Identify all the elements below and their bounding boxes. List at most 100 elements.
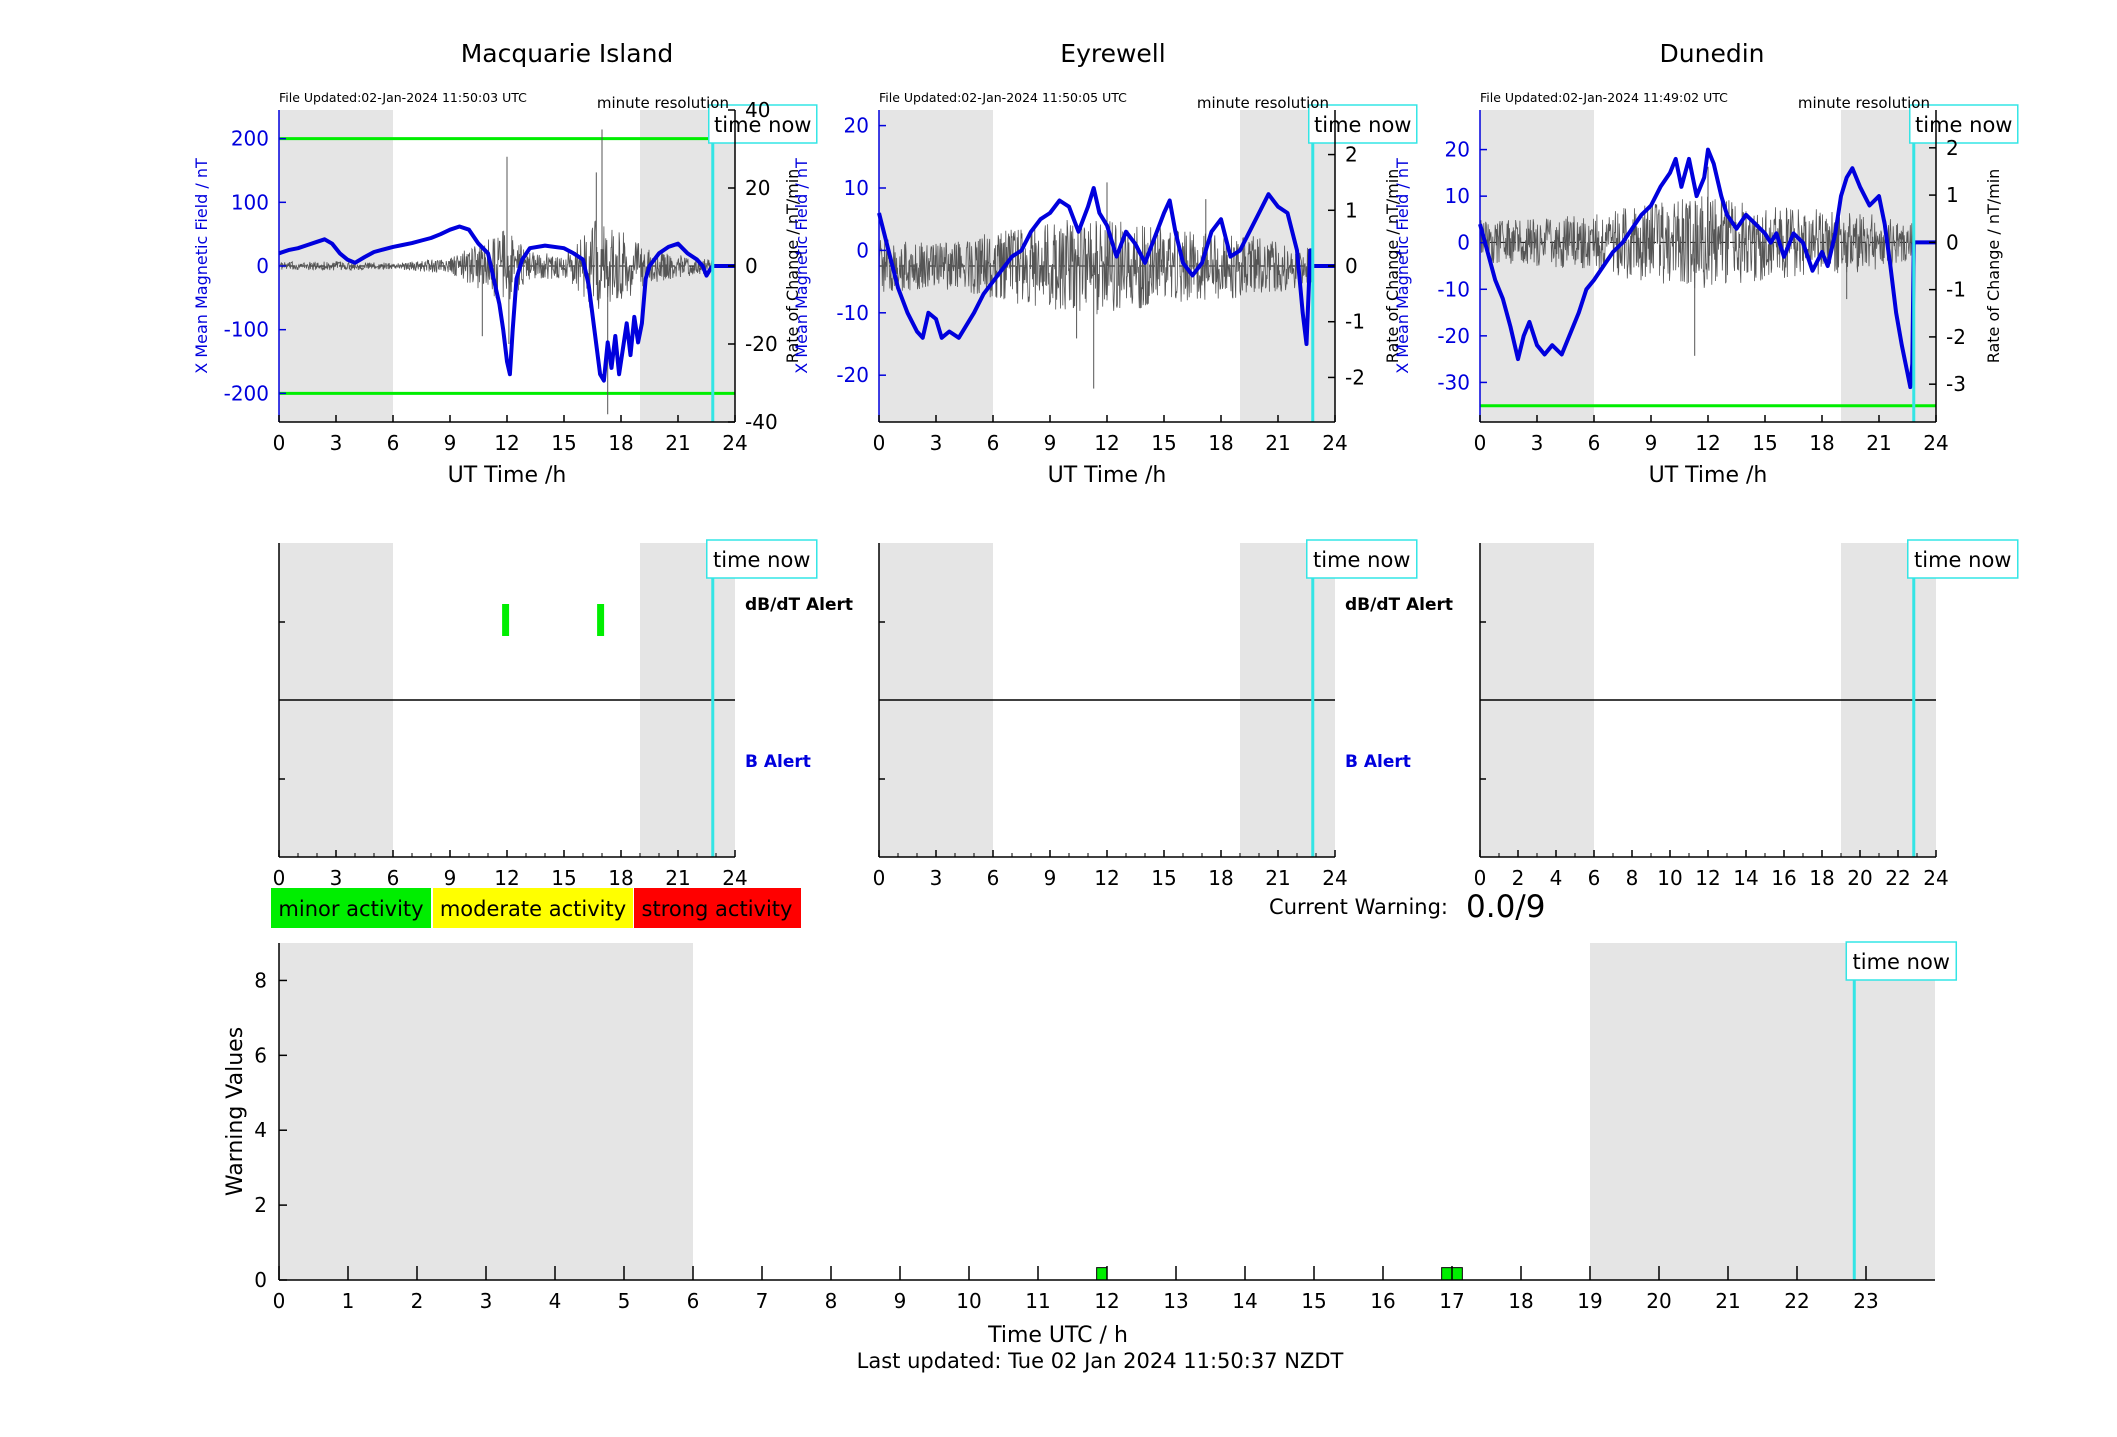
x-tick-label: 24 [1923, 431, 1948, 455]
x-tick-label: 0 [273, 431, 286, 455]
x-tick-label: 16 [1370, 1289, 1395, 1313]
time-now-box [1907, 539, 2019, 579]
right-tick-label: 1 [1345, 198, 1358, 222]
time-now-box [708, 104, 818, 144]
left-tick-label: 200 [231, 127, 269, 151]
left-tick-label: -200 [224, 381, 269, 405]
x-tick-label: 24 [1322, 431, 1347, 455]
x-tick-label: 11 [1025, 1289, 1050, 1313]
night-shade [279, 943, 693, 1280]
left-tick-label: -100 [224, 318, 269, 342]
left-y-axis-label: X Mean Magnetic Field / nT [792, 158, 811, 374]
right-tick-label: 2 [1345, 143, 1358, 167]
x-tick-label: 14 [1733, 866, 1758, 890]
x-tick-label: 12 [1094, 431, 1119, 455]
x-tick-label: 4 [549, 1289, 562, 1313]
left-tick-label: 0 [256, 254, 269, 278]
x-tick-label: 21 [665, 431, 690, 455]
right-tick-label: 0 [745, 254, 758, 278]
file-updated-label: File Updated:02-Jan-2024 11:49:02 UTC [1480, 90, 1728, 105]
x-tick-label: 6 [987, 431, 1000, 455]
station-title-macquarie: Macquarie Island [461, 39, 674, 68]
x-tick-label: 6 [1588, 866, 1601, 890]
file-updated-label: File Updated:02-Jan-2024 11:50:03 UTC [279, 90, 527, 105]
x-tick-label: 6 [687, 1289, 700, 1313]
x-tick-label: 15 [551, 431, 576, 455]
left-tick-label: -10 [836, 301, 869, 325]
right-y-axis-label: Rate of Change / nT/min [1383, 169, 1402, 364]
x-tick-label: 0 [273, 1289, 286, 1313]
legend-minor-swatch [271, 888, 431, 928]
left-y-axis-label: X Mean Magnetic Field / nT [192, 158, 211, 374]
current-warning-label: Current Warning: [1269, 895, 1448, 919]
x-tick-label: 17 [1439, 1289, 1464, 1313]
right-tick-label: 1 [1946, 183, 1959, 207]
time-now-label: time now [1313, 548, 1410, 572]
legend-strong-swatch [634, 888, 801, 928]
x-tick-label: 15 [1301, 1289, 1326, 1313]
resolution-label: minute resolution [1197, 94, 1329, 112]
x-tick-label: 3 [930, 431, 943, 455]
x-tick-label: 18 [1809, 431, 1834, 455]
x-tick-label: 12 [1695, 431, 1720, 455]
x-tick-label: 9 [1645, 431, 1658, 455]
right-tick-label: -20 [745, 332, 778, 356]
x-tick-label: 15 [551, 866, 576, 890]
x-tick-label: 24 [722, 431, 747, 455]
time-now-label: time now [1853, 950, 1950, 974]
x-tick-label: 22 [1885, 866, 1910, 890]
x-tick-label: 16 [1771, 866, 1796, 890]
station-panels: Macquarie Island Eyrewell Dunedin [461, 39, 1765, 68]
x-tick-label: 6 [387, 866, 400, 890]
left-tick-label: 0 [1457, 231, 1470, 255]
left-y-axis-label: X Mean Magnetic Field / nT [1393, 158, 1412, 374]
right-tick-label: -3 [1946, 372, 1966, 396]
resolution-label: minute resolution [1798, 94, 1930, 112]
x-tick-label: 0 [1474, 431, 1487, 455]
left-tick-label: -30 [1437, 370, 1470, 394]
activity-legend: minor activity moderate activity strong … [271, 888, 801, 928]
x-tick-label: 18 [1208, 866, 1233, 890]
left-tick-label: 20 [1445, 138, 1470, 162]
x-tick-label: 21 [665, 866, 690, 890]
right-tick-label: 20 [745, 176, 770, 200]
x-tick-label: 0 [873, 866, 886, 890]
right-tick-label: 0 [1946, 230, 1959, 254]
left-tick-label: -10 [1437, 277, 1470, 301]
left-tick-label: -20 [1437, 324, 1470, 348]
file-updated-label: File Updated:02-Jan-2024 11:50:05 UTC [879, 90, 1127, 105]
night-shade [1590, 943, 1935, 1280]
time-now-box [1306, 539, 1418, 579]
x-tick-label: 6 [1588, 431, 1601, 455]
field-series-line [278, 224, 715, 383]
x-axis-label: Time UTC / h [987, 1323, 1128, 1348]
x-tick-label: 24 [722, 866, 747, 890]
x-tick-label: 3 [1531, 431, 1544, 455]
x-tick-label: 15 [1151, 866, 1176, 890]
left-tick-label: 20 [844, 114, 869, 138]
x-tick-label: 19 [1577, 1289, 1602, 1313]
x-tick-label: 9 [1044, 866, 1057, 890]
x-tick-label: 18 [1508, 1289, 1533, 1313]
right-tick-label: 40 [745, 98, 770, 122]
time-now-label: time now [713, 548, 810, 572]
x-tick-label: 8 [825, 1289, 838, 1313]
dbdt-alert-mark [597, 604, 605, 636]
x-tick-label: 3 [330, 866, 343, 890]
x-tick-label: 9 [1044, 431, 1057, 455]
x-tick-label: 6 [987, 866, 1000, 890]
x-axis-label: UT Time /h [448, 463, 567, 488]
legend-strong-label: strong activity [642, 897, 793, 921]
right-tick-label: -1 [1345, 310, 1365, 334]
x-tick-label: 10 [956, 1289, 981, 1313]
warning-bar [1096, 1267, 1108, 1281]
footer-last-updated: Last updated: Tue 02 Jan 2024 11:50:37 N… [857, 1349, 1344, 1373]
x-tick-label: 3 [480, 1289, 493, 1313]
x-tick-label: 18 [608, 866, 633, 890]
x-tick-label: 1 [342, 1289, 355, 1313]
